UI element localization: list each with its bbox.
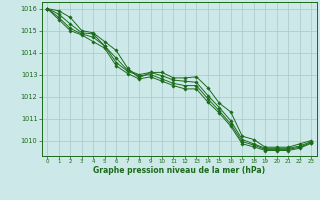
X-axis label: Graphe pression niveau de la mer (hPa): Graphe pression niveau de la mer (hPa) bbox=[93, 166, 265, 175]
